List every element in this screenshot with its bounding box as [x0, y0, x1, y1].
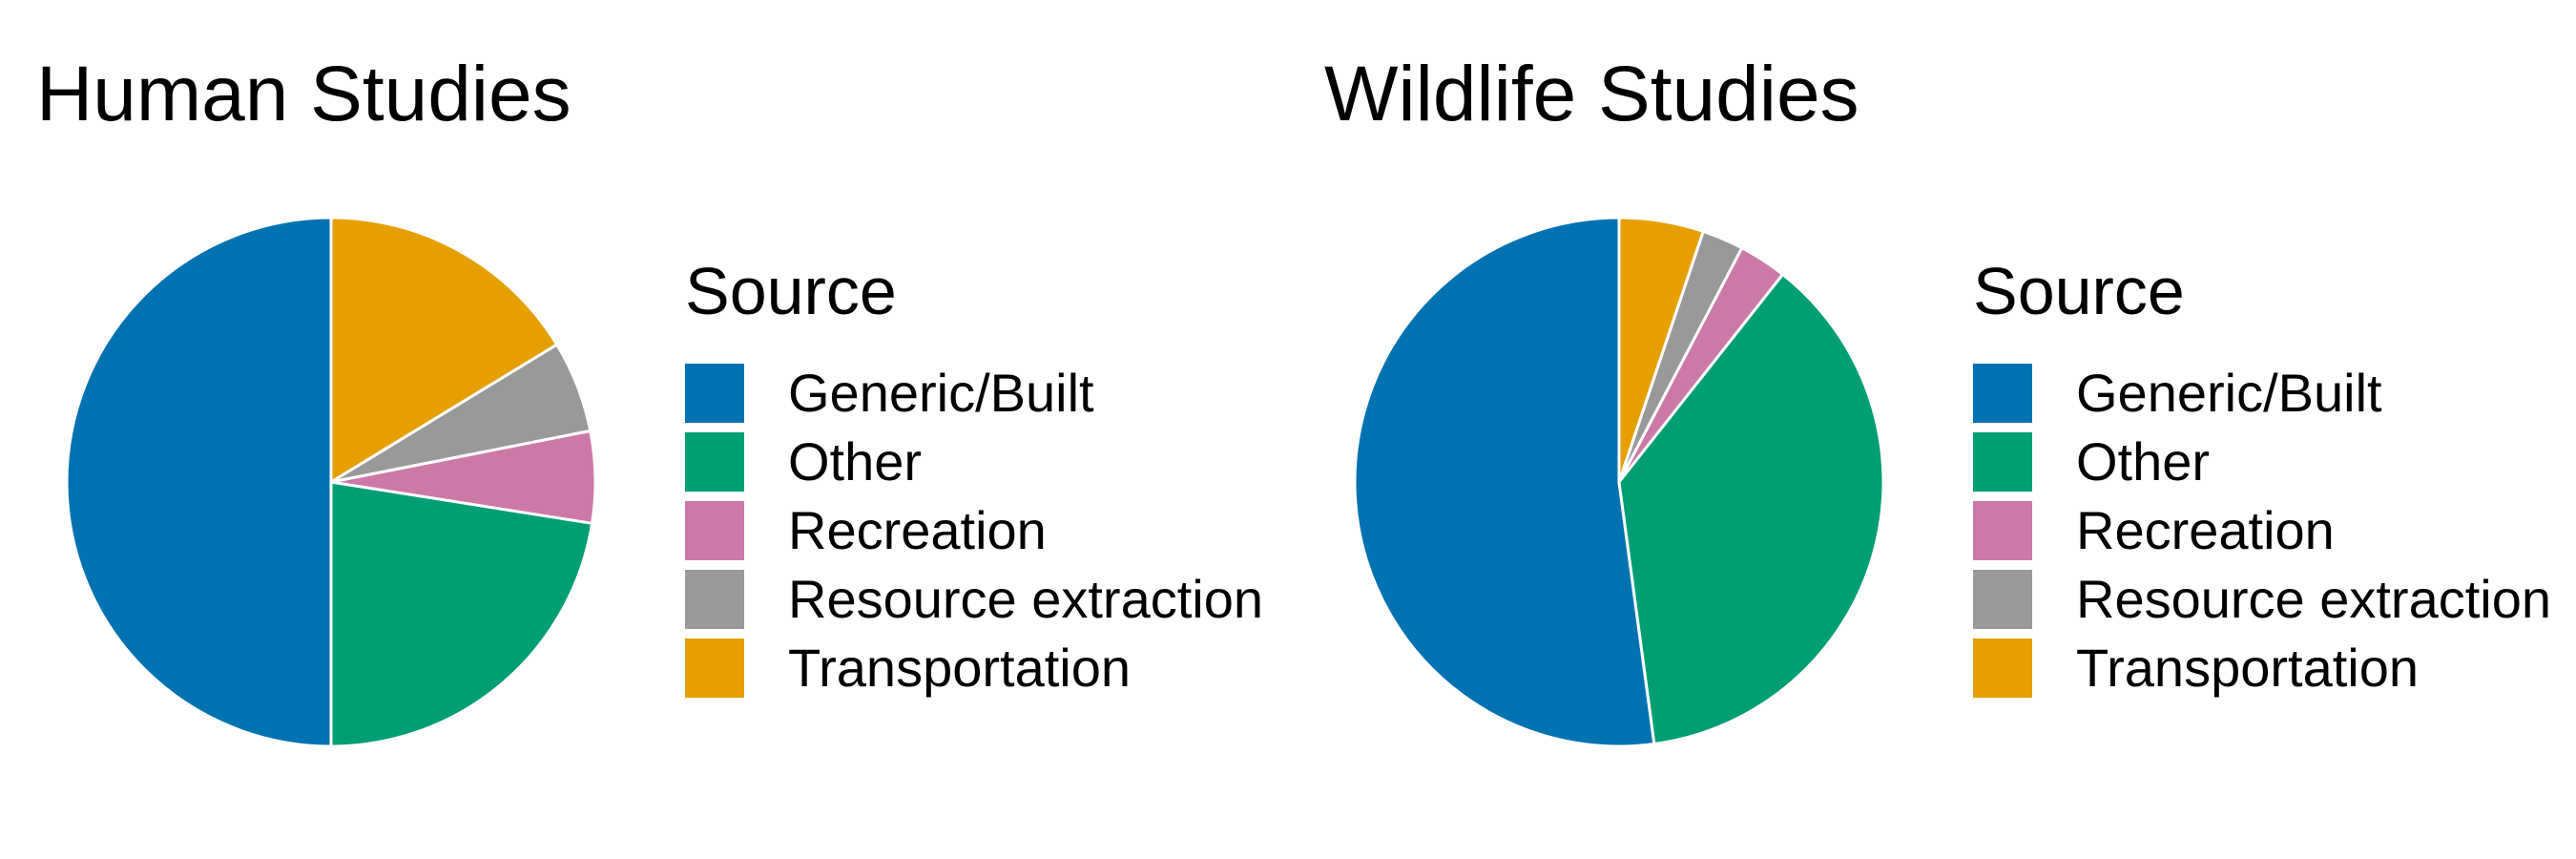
legend-swatch — [685, 570, 744, 629]
legend-swatch — [685, 501, 744, 560]
legend-swatch — [1973, 570, 2032, 629]
legend-item: Recreation — [685, 496, 1263, 565]
legend-swatch — [1973, 364, 2032, 423]
legend-item: Generic/Built — [1973, 359, 2551, 428]
legend-swatch — [685, 364, 744, 423]
legend-swatch — [1973, 432, 2032, 492]
legend-item: Recreation — [1973, 496, 2551, 565]
legend-item: Other — [685, 428, 1263, 496]
chart-title: Wildlife Studies — [1324, 51, 1859, 137]
legend-item: Transportation — [685, 634, 1263, 702]
legend-label: Recreation — [788, 500, 1047, 560]
legend-item: Transportation — [1973, 634, 2551, 702]
legend-label: Recreation — [2076, 500, 2335, 560]
pie-slice-other — [329, 480, 594, 748]
pie-slice-transportation — [1617, 216, 1705, 484]
legend: Source Generic/Built Other Recreation Re… — [685, 258, 1263, 702]
legend-label: Resource extraction — [788, 569, 1264, 629]
legend-label: Transportation — [2076, 638, 2419, 698]
legend-label: Generic/Built — [2076, 363, 2382, 423]
pie-slice-other — [1617, 272, 1885, 746]
pie-chart — [1353, 216, 1885, 748]
legend-swatch — [685, 639, 744, 698]
legend-item: Other — [1973, 428, 2551, 496]
pie-slice-generic-built — [1353, 216, 1656, 748]
legend-swatch — [685, 432, 744, 492]
legend-title: Source — [685, 254, 897, 328]
human-studies-panel: Human Studies Source Generic/Built Other… — [36, 51, 1263, 748]
legend-swatch — [1973, 639, 2032, 698]
legend: Source Generic/Built Other Recreation Re… — [1973, 258, 2551, 702]
legend-item: Generic/Built — [685, 359, 1263, 428]
legend-label: Other — [788, 431, 923, 492]
legend-item: Resource extraction — [1973, 565, 2551, 634]
legend-swatch — [1973, 501, 2032, 560]
legend-label: Generic/Built — [788, 363, 1094, 423]
legend-item: Resource extraction — [685, 565, 1263, 634]
legend-label: Transportation — [788, 638, 1131, 698]
legend-title: Source — [1973, 254, 2185, 328]
chart-title: Human Studies — [36, 51, 571, 137]
pie-slice-generic-built — [65, 216, 333, 748]
legend-label: Other — [2076, 431, 2211, 492]
pie-chart — [65, 216, 597, 748]
legend-label: Resource extraction — [2076, 569, 2552, 629]
pie-slice-transportation — [329, 216, 559, 484]
wildlife-studies-panel: Wildlife Studies Source Generic/Built Ot… — [1288, 0, 2576, 859]
